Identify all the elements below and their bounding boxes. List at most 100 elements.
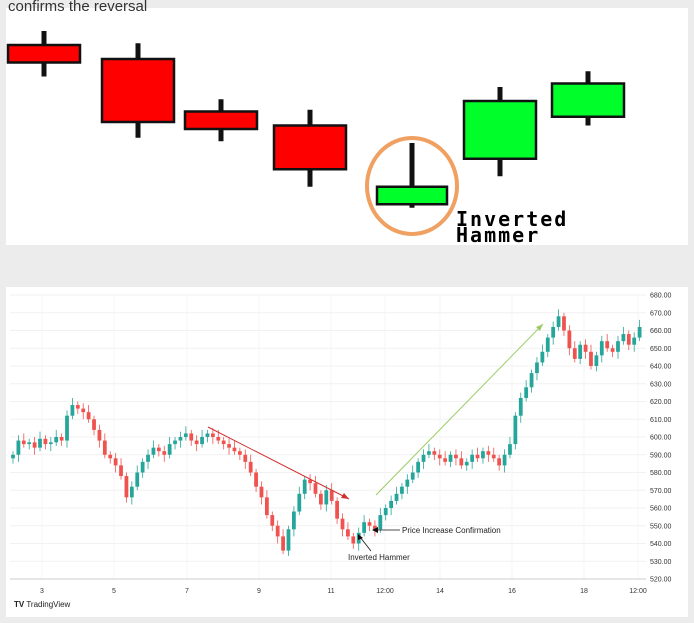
price-candle-body: [513, 415, 518, 445]
price-candle-body: [86, 412, 91, 420]
price-candle-body: [302, 479, 307, 494]
price-candle-body: [156, 447, 161, 452]
price-candle-body: [502, 454, 507, 466]
price-candle-body: [454, 454, 458, 459]
price-candle-body: [270, 515, 275, 526]
price-candle-body: [210, 433, 215, 437]
price-candle-body: [524, 387, 529, 398]
price-candle-body: [243, 454, 248, 462]
x-tick-label: 11: [327, 588, 334, 595]
price-candle-body: [275, 525, 280, 537]
price-candle-body: [535, 362, 539, 374]
price-candle-body: [319, 493, 323, 505]
confirmation-annotation: Price Increase Confirmation: [402, 526, 501, 535]
y-tick-label: 590.00: [650, 452, 672, 459]
price-candle-body: [610, 348, 615, 352]
price-candle-body: [129, 486, 134, 498]
price-candle-body: [626, 334, 631, 345]
x-tick-label: 7: [185, 588, 189, 595]
price-candle-body: [146, 454, 150, 462]
price-candle-body: [545, 337, 550, 352]
price-candle-body: [27, 442, 32, 445]
highlight-circle: [365, 136, 459, 236]
price-candle-body: [11, 454, 15, 459]
price-candle-body: [346, 529, 350, 537]
price-candle-body: [373, 525, 377, 530]
illustration-svg: Inverted Hammer: [6, 31, 626, 245]
price-candle-body: [562, 316, 566, 331]
price-candle-body: [394, 493, 399, 501]
price-candle-body: [421, 454, 426, 462]
price-candle-body: [167, 444, 172, 455]
price-candle-body: [497, 458, 502, 466]
price-candle-body: [383, 508, 388, 516]
price-candle-body: [32, 442, 37, 448]
x-tick-label: 12:00: [629, 588, 647, 595]
price-candle-body: [621, 334, 626, 342]
price-candle-body: [38, 438, 42, 448]
price-candle-body: [443, 458, 448, 462]
price-candle-body: [248, 461, 253, 473]
price-candle-body: [637, 326, 642, 338]
y-tick-label: 540.00: [650, 541, 672, 548]
price-candle-body: [313, 483, 318, 494]
price-candle-body: [351, 536, 356, 544]
price-candle-body: [448, 454, 453, 462]
price-candle-body: [437, 454, 442, 459]
price-candle-body: [178, 437, 183, 441]
x-tick-label: 5: [112, 588, 116, 595]
confirmation-pointer-head: [372, 527, 378, 533]
price-candle-body: [281, 536, 285, 551]
price-candle-body: [567, 330, 572, 349]
price-candle-body: [378, 515, 383, 530]
x-tick-label: 9: [257, 588, 261, 595]
price-candle-body: [65, 415, 69, 441]
price-candle-body: [216, 437, 221, 441]
candle-body: [100, 57, 176, 124]
price-candle-body: [102, 440, 107, 455]
price-candle-body: [362, 522, 367, 533]
price-candle-body: [464, 461, 469, 466]
price-candle-body: [405, 479, 410, 487]
price-candle-body: [540, 351, 545, 363]
price-candle-body: [59, 437, 64, 441]
price-candle-body: [48, 442, 53, 445]
price-candle-body: [459, 458, 464, 466]
hammer-annotation: Inverted Hammer: [348, 553, 410, 562]
y-tick-label: 580.00: [650, 470, 672, 477]
price-candle-body: [81, 408, 86, 413]
y-tick-label: 550.00: [650, 523, 672, 530]
downtrend-arrow: [207, 426, 350, 500]
price-candle-body: [518, 397, 523, 416]
downtrend-arrowhead: [341, 493, 349, 499]
price-candle-body: [232, 447, 237, 452]
price-candle-body: [70, 405, 75, 416]
price-candle-body: [389, 500, 394, 508]
price-candle-body: [491, 454, 496, 459]
top-candlestick-illustration: confirms the reversal Inverted Hammer: [6, 0, 688, 245]
price-candle-body: [259, 486, 264, 498]
price-candle-body: [400, 486, 404, 494]
price-candle-body: [572, 348, 577, 359]
candle-body: [6, 43, 82, 64]
uptrend-arrowhead: [536, 324, 543, 331]
uptrend-arrow: [375, 323, 544, 496]
price-candle-body: [486, 451, 491, 455]
price-candle-body: [54, 437, 59, 443]
candle-body: [183, 110, 259, 131]
price-candle-body: [291, 511, 296, 530]
candle-body: [375, 185, 449, 206]
price-candle-body: [594, 355, 599, 366]
price-candle-body: [200, 437, 204, 445]
y-tick-label: 620.00: [650, 399, 672, 406]
hammer-pointer-head: [358, 534, 363, 540]
price-candle-body: [119, 465, 123, 477]
price-candle-body: [599, 341, 604, 356]
y-tick-label: 640.00: [650, 364, 672, 371]
price-candle-body: [410, 472, 415, 480]
price-candle-body: [605, 341, 610, 349]
tradingview-watermark: TV TradingView: [14, 600, 71, 609]
price-candle-body: [254, 472, 258, 487]
candle-body: [462, 99, 538, 160]
x-tick-label: 18: [580, 588, 588, 595]
